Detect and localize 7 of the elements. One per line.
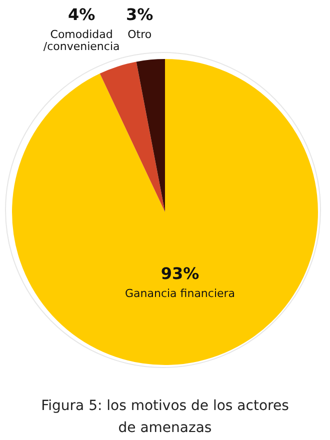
- data-label: 3%: [126, 5, 154, 24]
- slice-label: Ganancia financiera: [124, 287, 236, 300]
- slice-label: Otro: [128, 28, 152, 41]
- slice-label: Comodidad /conveniencia: [43, 28, 120, 53]
- data-label: 4%: [68, 5, 96, 24]
- text: Figura 5: los motivos de los actores de amenazas: [40, 397, 290, 438]
- data-label: 93%: [160, 264, 200, 284]
